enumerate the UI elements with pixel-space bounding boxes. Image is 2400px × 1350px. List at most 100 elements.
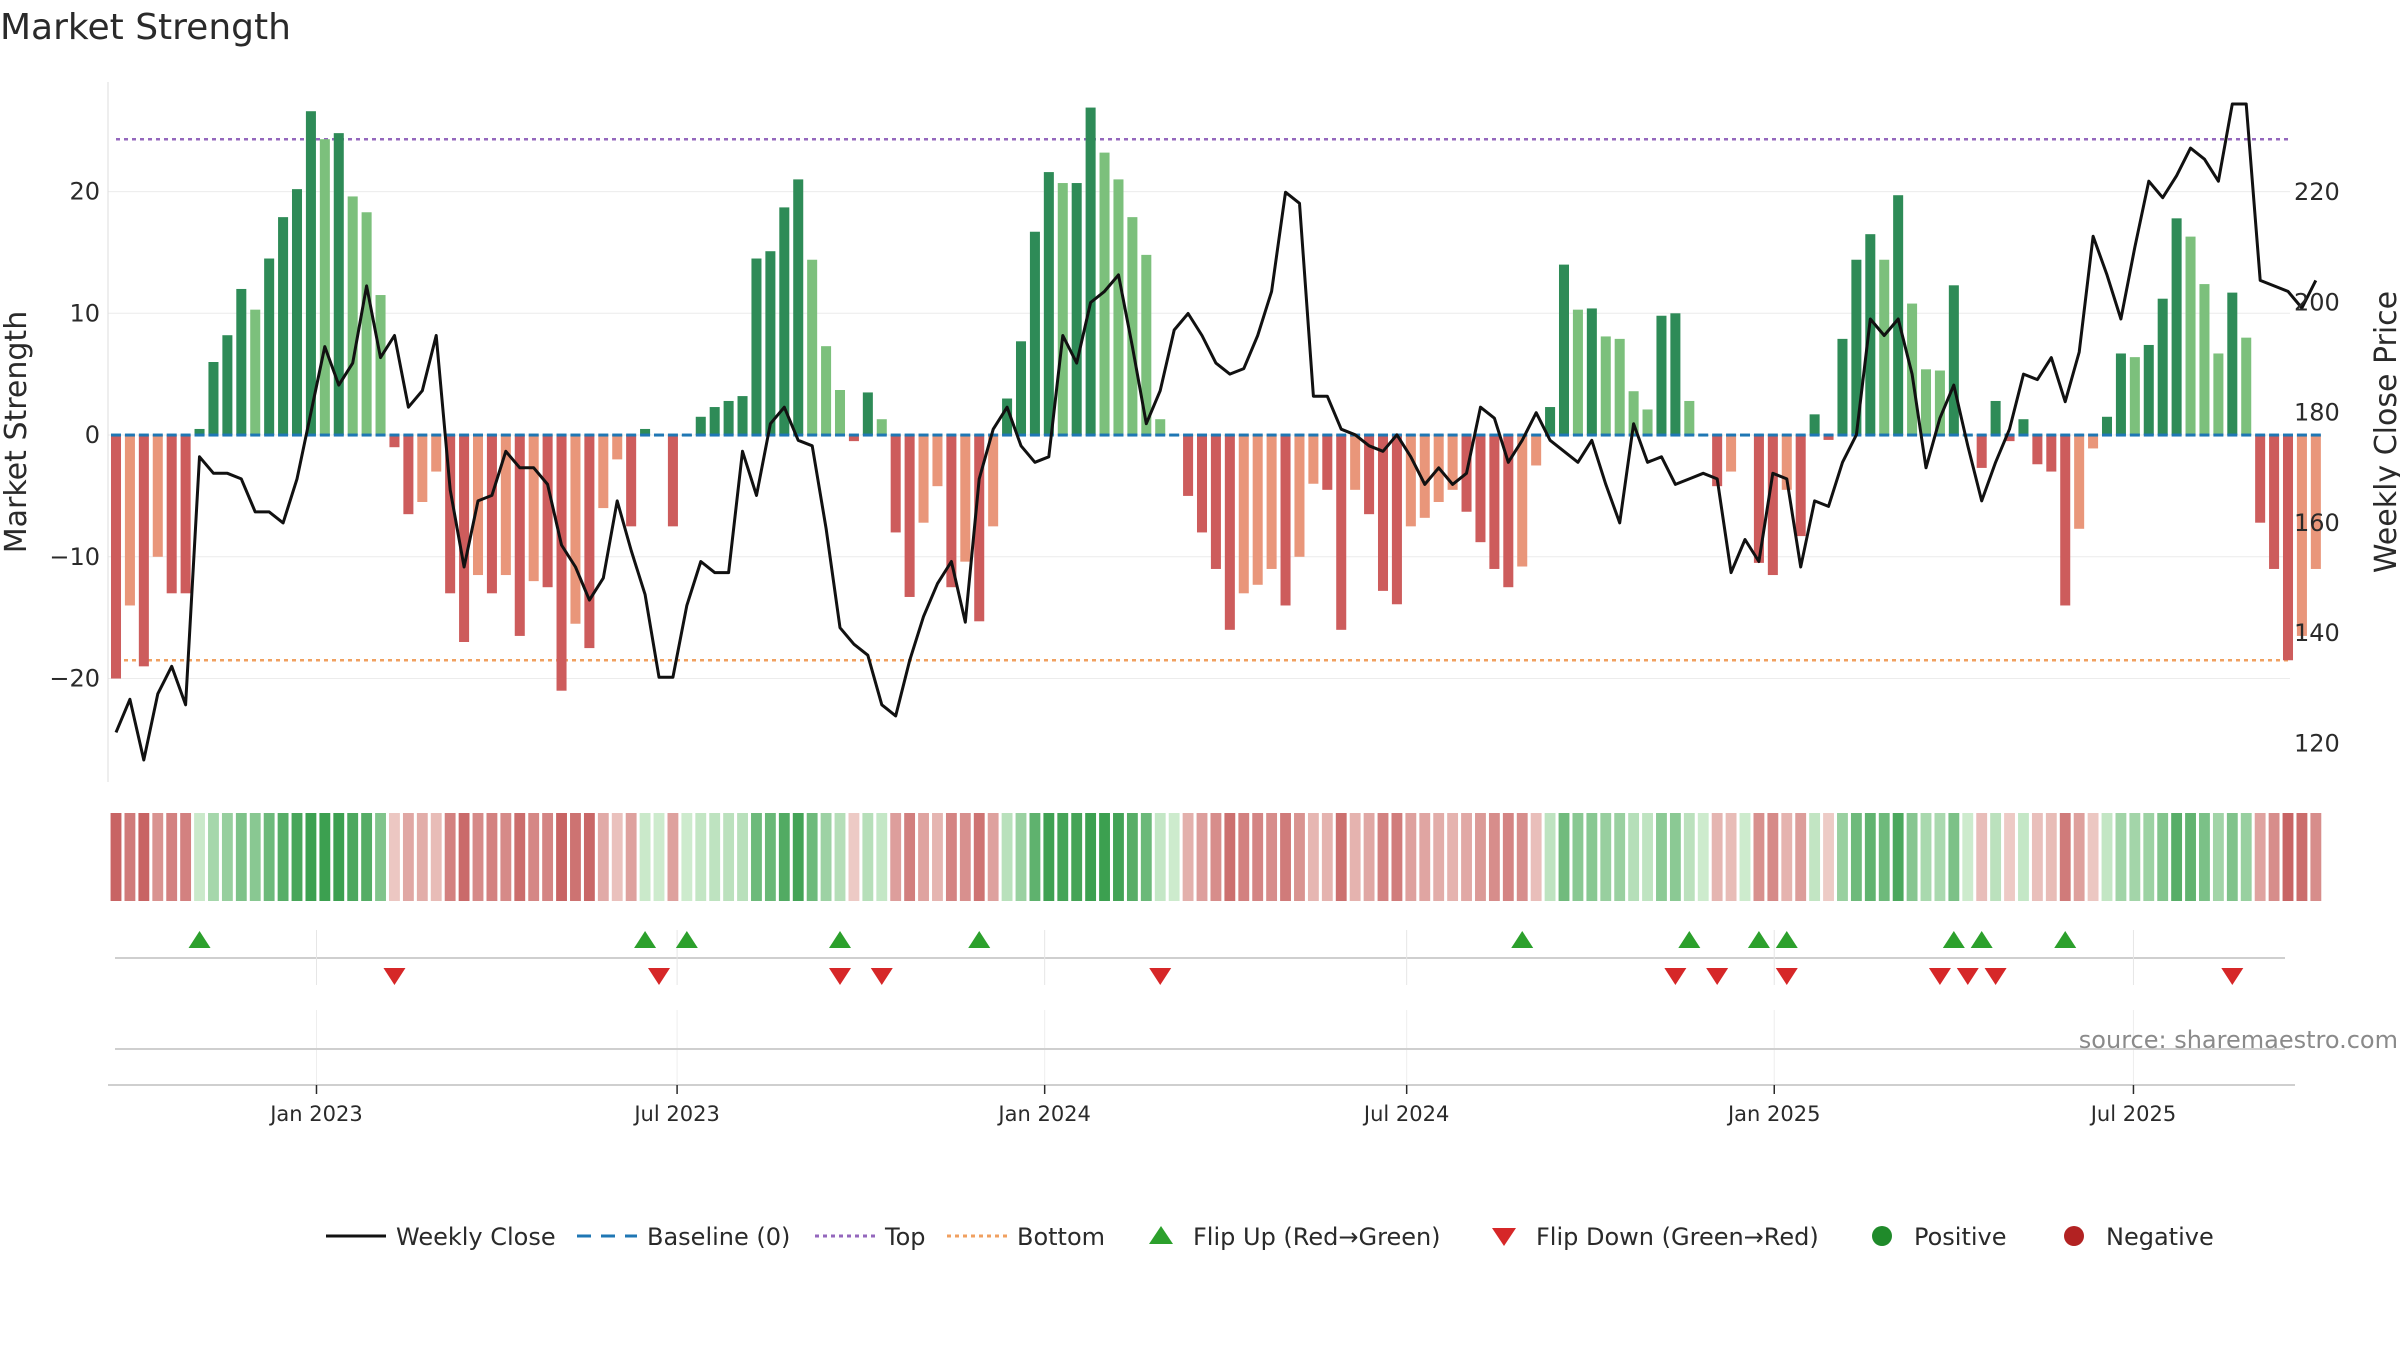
heat-cell: [291, 813, 303, 901]
heat-cell: [2157, 813, 2169, 901]
strength-bar: [1015, 341, 1027, 436]
strength-bar: [1364, 435, 1375, 515]
strength-bar: [2255, 435, 2266, 523]
strength-bar: [542, 435, 553, 588]
heat-cell: [472, 813, 484, 901]
left-tick-label: −10: [49, 543, 100, 571]
strength-bar: [1503, 435, 1514, 588]
right-tick-label: 120: [2294, 729, 2340, 757]
heat-cell: [2268, 813, 2280, 901]
strength-bar: [1726, 435, 1737, 472]
heat-cell: [1767, 813, 1779, 901]
strength-bar: [2296, 435, 2307, 636]
heat-cell: [556, 813, 567, 901]
legend-label: Negative: [2106, 1223, 2214, 1251]
strength-bar: [1614, 338, 1625, 436]
strength-bar: [2115, 353, 2126, 436]
strength-bar: [1670, 313, 1681, 436]
legend-label: Flip Up (Red→Green): [1193, 1223, 1441, 1251]
heat-cell: [542, 813, 554, 901]
strength-bar: [1280, 435, 1291, 606]
strength-bar: [486, 435, 497, 594]
right-axis-label: Weekly Close Price: [2369, 291, 2400, 573]
heat-cell: [180, 813, 192, 901]
strength-bar: [333, 133, 344, 436]
heat-cell: [1906, 813, 1918, 901]
heat-cell: [1850, 813, 1862, 901]
strength-bar: [1447, 435, 1458, 490]
heat-cell: [1168, 813, 1180, 901]
legend-item: Flip Up (Red→Green): [1149, 1223, 1441, 1251]
strength-bar: [1029, 231, 1040, 436]
strength-bar: [1837, 338, 1848, 436]
strength-bar: [1336, 435, 1347, 630]
heat-cell: [1864, 813, 1876, 901]
strength-bar: [1795, 435, 1806, 537]
strength-bar: [946, 435, 957, 588]
strength-bar: [2004, 435, 2015, 442]
legend-label: Flip Down (Green→Red): [1536, 1223, 1819, 1251]
heat-cell: [249, 813, 261, 901]
heat-cell: [389, 813, 400, 901]
heat-cell: [1948, 813, 1960, 901]
heat-cell: [1461, 813, 1472, 901]
heat-cell: [1391, 813, 1403, 901]
heat-cell: [570, 813, 581, 901]
strength-bar: [1099, 152, 1110, 436]
heat-cell: [2004, 813, 2015, 901]
strength-bar: [556, 435, 567, 691]
strength-bar: [1823, 435, 1834, 440]
heat-cell: [1628, 813, 1640, 901]
heat-cell: [695, 813, 707, 901]
legend-label: Top: [884, 1223, 926, 1251]
heat-cell: [792, 813, 804, 901]
x-tick-label: Jan 2024: [996, 1102, 1091, 1126]
heat-cell: [514, 813, 526, 901]
heat-cell: [1642, 813, 1653, 901]
heat-cell: [1976, 813, 1988, 901]
strength-bar: [2241, 337, 2252, 436]
heat-cell: [1238, 813, 1250, 901]
strength-bar: [431, 435, 442, 472]
flip-up-marker: [188, 931, 211, 948]
heat-cell: [2240, 813, 2252, 901]
heat-cell: [1544, 813, 1556, 901]
strength-bar: [751, 258, 762, 436]
heat-cell: [681, 813, 693, 901]
heat-cell: [110, 813, 122, 901]
flip-down-marker: [1149, 968, 1172, 985]
heat-cell: [1071, 813, 1083, 901]
strength-bar: [1141, 254, 1152, 436]
x-tick-label: Jul 2023: [632, 1102, 719, 1126]
strength-bar: [2060, 435, 2071, 606]
right-tick-label: 160: [2294, 509, 2340, 537]
x-tick-label: Jul 2024: [1362, 1102, 1449, 1126]
strength-bar: [709, 407, 720, 436]
strength-bar: [1322, 435, 1333, 490]
heat-cell: [402, 813, 414, 901]
heat-cell: [1795, 813, 1807, 901]
heat-cell: [194, 813, 205, 901]
heat-cell: [1614, 813, 1626, 901]
strength-bar: [1238, 435, 1249, 594]
heat-cell: [764, 813, 776, 901]
heat-cell: [277, 813, 289, 901]
heat-cell: [333, 813, 345, 901]
heat-cell: [208, 813, 219, 901]
heat-cell: [848, 813, 860, 901]
strength-bar: [1753, 435, 1764, 563]
strength-bar: [291, 189, 303, 436]
strength-bar: [2046, 435, 2057, 472]
strength-bar: [1976, 435, 1987, 468]
weekly-close-polyline: [114, 102, 2318, 762]
strength-bar: [1002, 398, 1013, 436]
strength-bar: [1600, 336, 1611, 436]
heat-cell: [1753, 813, 1765, 901]
heat-cell: [1113, 813, 1124, 901]
strength-bar: [1377, 435, 1389, 591]
flip-up-marker: [634, 931, 657, 948]
strength-bar: [1990, 400, 2001, 436]
heat-cell: [2199, 813, 2210, 901]
legend-item: Weekly Close: [326, 1223, 556, 1251]
strength-bar: [1920, 369, 1932, 436]
